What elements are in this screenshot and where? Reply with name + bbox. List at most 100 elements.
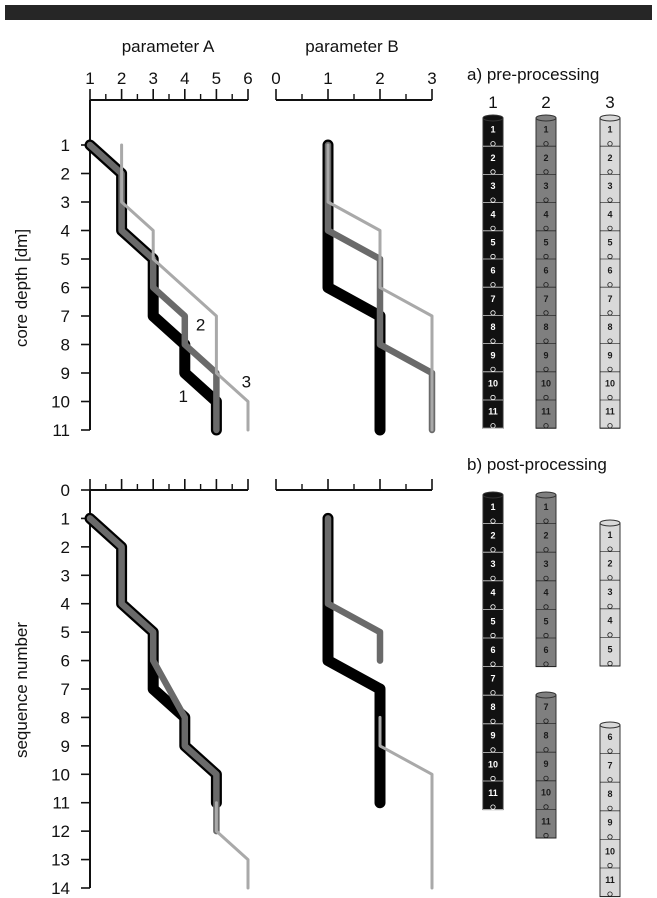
pre-param-a-tick-label: 2 bbox=[117, 69, 126, 88]
post-col-3-piece-2-core-segment-marker bbox=[607, 834, 613, 840]
post-col-3-piece-2-core-segment-marker bbox=[607, 777, 613, 783]
post-col-2-piece-2-core-segment-marker bbox=[543, 747, 549, 753]
post-col-1-piece-1-core-segment-number: 1 bbox=[490, 502, 495, 512]
post-col-2-piece-1-core-segment-marker bbox=[543, 661, 549, 667]
pre-col-3-core-segment-marker bbox=[607, 141, 613, 147]
pre-col-1-core-segment-number: 5 bbox=[490, 237, 495, 247]
pre-col-2-core-segment-number: 3 bbox=[543, 181, 548, 191]
post-y-tick-label: 7 bbox=[61, 680, 70, 699]
pre-col-2-core-segment-number: 2 bbox=[543, 153, 548, 163]
post-col-1-piece-1-core-segment-marker bbox=[490, 718, 496, 724]
post-col-2-piece-2-core-segment-number: 9 bbox=[543, 759, 548, 769]
pre-col-3-core-segment-number: 5 bbox=[607, 237, 612, 247]
pre-col-2-core-segment-marker bbox=[543, 169, 549, 175]
pre-col-2-core-segment-number: 7 bbox=[543, 294, 548, 304]
post-col-2-piece-1-core-segment-number: 2 bbox=[543, 530, 548, 540]
pre-col-1-core-top bbox=[482, 114, 504, 122]
pre-col-1-core-segment-marker bbox=[490, 423, 496, 429]
cores-layer: 1234567891011123456789101112345678910111… bbox=[482, 114, 621, 898]
post-col-2-piece-2-core-segment-marker bbox=[543, 804, 549, 810]
post-col-3-piece-2-core-segment-number: 9 bbox=[607, 818, 612, 828]
post-series-2-param-b bbox=[324, 515, 384, 664]
post-col-2-piece-2-core-segment-marker bbox=[543, 832, 549, 839]
pre-col-2-core-segment-number: 10 bbox=[541, 378, 551, 388]
post-col-3-piece-2-core-segment-marker bbox=[607, 748, 613, 754]
post-col-3-piece-1-core-segment-marker bbox=[607, 603, 613, 609]
series-label-1: 1 bbox=[178, 387, 187, 406]
core-depth-label: core depth [dm] bbox=[12, 229, 31, 347]
pre-col-2-core-segment-number: 9 bbox=[543, 350, 548, 360]
post-col-1-piece-1-core-segment-number: 9 bbox=[490, 731, 495, 741]
post-col-2-piece-1-core-segment-marker bbox=[543, 632, 549, 639]
post-series-2-param-a bbox=[86, 515, 220, 835]
pre-param-b-tick-label: 0 bbox=[271, 69, 280, 88]
param-b-title: parameter B bbox=[305, 37, 399, 56]
post-col-2-piece-1-core-segment-marker bbox=[543, 604, 549, 610]
pre-col-2-core-segment-marker bbox=[543, 253, 549, 260]
pre-y-tick-label: 9 bbox=[61, 364, 70, 383]
post-col-2-piece-2-core-segment-number: 7 bbox=[543, 702, 548, 712]
post-y-tick-label: 8 bbox=[61, 708, 70, 727]
post-col-2-piece-2-core: 7 8 9 10 11 bbox=[535, 691, 557, 839]
post-col-2-piece-1-core-segment-marker bbox=[543, 547, 549, 553]
pre-y-tick-label: 6 bbox=[61, 279, 70, 298]
core-column-label-1: 1 bbox=[488, 93, 497, 112]
pre-col-2-core-segment-number: 5 bbox=[543, 237, 548, 247]
post-col-1-piece-1-core-segment-marker bbox=[490, 518, 496, 524]
post-col-2-piece-1-core: 1 2 3 4 5 6 bbox=[535, 491, 557, 668]
post-col-1-piece-1-core-segment-marker bbox=[490, 661, 496, 667]
post-col-1-piece-1-core-segment-marker bbox=[490, 804, 496, 810]
axes-layer: 1 2 3 4 5 6 0 1 2 3123456789101101234567891011121… bbox=[51, 69, 437, 898]
pre-col-2-core-segment-marker bbox=[543, 282, 549, 288]
post-col-1-piece-1-core-segment-number: 7 bbox=[490, 673, 495, 683]
pre-col-3-core-segment-number: 4 bbox=[607, 209, 612, 219]
post-y-tick-label: 5 bbox=[61, 623, 70, 642]
post-col-1-piece-1-core-segment-number: 5 bbox=[490, 616, 495, 626]
post-series-1-param-b bbox=[322, 512, 386, 809]
post-col-3-piece-2-core-segment-marker bbox=[607, 862, 613, 869]
pre-col-2-core-segment-marker bbox=[543, 394, 549, 401]
post-col-3-piece-1-core-segment-number: 4 bbox=[607, 616, 612, 626]
pre-col-3-core-segment-marker bbox=[607, 169, 613, 175]
pre-series-1-param-b bbox=[322, 139, 386, 436]
pre-param-a-tick-label: 1 bbox=[85, 69, 94, 88]
pre-col-3-core-top bbox=[599, 114, 621, 122]
post-col-2-piece-2-core-segment-number: 8 bbox=[543, 730, 548, 740]
pre-col-3-core-segment-number: 11 bbox=[605, 407, 615, 417]
post-col-3-piece-2-core-top bbox=[599, 721, 621, 729]
pre-col-1-core-segment-number: 10 bbox=[488, 378, 498, 388]
pre-col-3-core-segment-number: 3 bbox=[607, 181, 612, 191]
post-y-tick-label: 12 bbox=[51, 822, 70, 841]
post-col-3-piece-1-core: 1 2 3 4 5 bbox=[599, 519, 621, 667]
post-col-2-piece-2-core-segment-marker bbox=[543, 775, 549, 781]
pre-col-3-core-segment-marker bbox=[607, 282, 613, 288]
pre-param-a-tick-label: 3 bbox=[148, 69, 157, 88]
pre-col-1-core-segment-number: 8 bbox=[490, 322, 495, 332]
post-y-tick-label: 10 bbox=[51, 765, 70, 784]
pre-col-1-core-segment-marker bbox=[490, 253, 496, 260]
pre-col-1-core-segment-number: 6 bbox=[490, 266, 495, 276]
post-col-2-piece-2-core-segment-number: 11 bbox=[541, 816, 551, 826]
pre-col-2-core-segment-number: 6 bbox=[543, 266, 548, 276]
pre-col-1-core-segment-marker bbox=[490, 282, 496, 288]
post-col-3-piece-2-core-segment-number: 11 bbox=[605, 875, 615, 885]
post-col-3-piece-1-core-segment-marker bbox=[607, 575, 613, 581]
pre-col-1-core-segment-number: 3 bbox=[490, 181, 495, 191]
post-col-3-piece-1-core-segment-marker bbox=[607, 546, 613, 552]
pre-processing-title: a) pre-processing bbox=[467, 65, 599, 84]
post-col-1-piece-1-core-segment-number: 2 bbox=[490, 530, 495, 540]
post-y-tick-label: 11 bbox=[52, 794, 70, 813]
pre-col-1-core-segment-marker bbox=[490, 366, 496, 372]
pre-param-a-tick-label: 5 bbox=[212, 69, 221, 88]
pre-y-tick-label: 3 bbox=[61, 193, 70, 212]
post-col-3-piece-2-core-segment-number: 8 bbox=[607, 789, 612, 799]
post-col-2-piece-1-core-top bbox=[535, 491, 557, 499]
post-y-tick-label: 0 bbox=[61, 481, 70, 500]
post-y-tick-label: 2 bbox=[61, 538, 70, 557]
post-col-2-piece-1-core-segment-marker bbox=[543, 575, 549, 581]
post-col-1-piece-1-core-segment-number: 11 bbox=[488, 788, 498, 798]
pre-col-3-core-segment-number: 7 bbox=[607, 294, 612, 304]
post-col-1-piece-1-core-segment-number: 3 bbox=[490, 559, 495, 569]
post-col-3-piece-2-core-segment-number: 6 bbox=[607, 732, 612, 742]
